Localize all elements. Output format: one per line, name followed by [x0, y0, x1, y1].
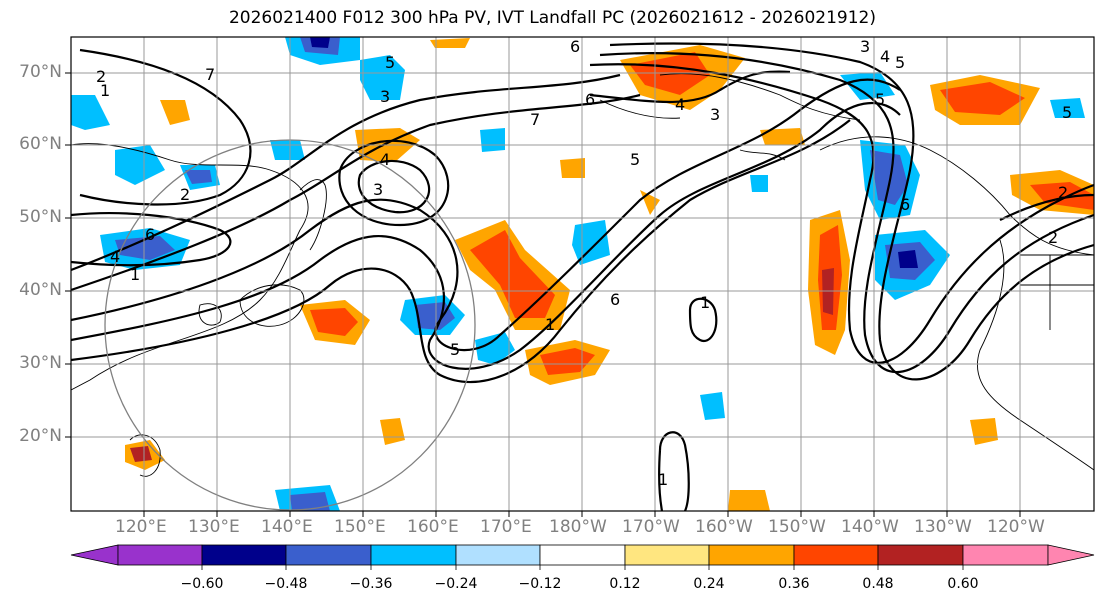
- colorbar-swatch: [793, 544, 879, 566]
- colorbar-label: 0.60: [947, 576, 979, 592]
- contour-label: 2: [96, 67, 106, 86]
- contour-label: 3: [710, 105, 720, 124]
- colorbar-label: −0.24: [434, 576, 478, 592]
- contour-label: 6: [585, 90, 595, 109]
- map-title: 2026021400 F012 300 hPa PV, IVT Landfall…: [228, 8, 876, 28]
- lon-label: 170°W: [622, 517, 680, 537]
- colorbar-swatch: [201, 544, 287, 566]
- lon-label: 160°W: [695, 517, 753, 537]
- colorbar-label: 0.12: [609, 576, 641, 592]
- colorbar-label: 0.36: [778, 576, 810, 592]
- contour-label: 1: [700, 293, 710, 312]
- contour-label: 2: [1048, 228, 1058, 247]
- contour-label: 4: [675, 95, 685, 114]
- contour-label: 4: [880, 47, 890, 66]
- contour-label: 1: [100, 81, 110, 100]
- colorbar-swatch: [370, 544, 457, 566]
- contour-label: 7: [205, 65, 215, 84]
- lon-label: 120°W: [987, 517, 1045, 537]
- colorbar-swatch: [117, 544, 203, 566]
- colorbar-swatch: [1047, 544, 1095, 566]
- lat-label: 30°N: [19, 353, 62, 373]
- coastlines: [71, 73, 1094, 477]
- contour-label: 4: [110, 247, 120, 266]
- lon-label: 150°W: [768, 517, 826, 537]
- lon-label: 120°E: [115, 517, 167, 537]
- lat-label: 50°N: [19, 207, 62, 227]
- contour-label: 1: [130, 265, 140, 284]
- contour-label: 1: [545, 315, 555, 334]
- lat-label: 60°N: [19, 134, 62, 154]
- contour-label: 5: [450, 340, 460, 359]
- contour-label: 6: [610, 290, 620, 309]
- colorbar-swatch: [962, 544, 1049, 566]
- contour-label: 5: [895, 53, 905, 72]
- axis-ticks: [65, 72, 1021, 517]
- colorbar-swatch: [708, 544, 795, 566]
- colorbar-label: −0.36: [349, 576, 393, 592]
- contour-labels: 6 3 4 5 2 1 7 3 5 6 4 2 1 6 5 3 4 5 6 1 …: [96, 37, 1072, 489]
- contour-label: 1: [658, 470, 668, 489]
- lon-label: 180°W: [549, 517, 607, 537]
- lon-label: 140°E: [261, 517, 313, 537]
- lat-label: 70°N: [19, 62, 62, 82]
- lon-label: 130°E: [188, 517, 240, 537]
- colorbar-label: −0.60: [180, 576, 224, 592]
- contour-label: 6: [145, 225, 155, 244]
- contour-label: 3: [860, 37, 870, 56]
- colorbar-label: 0.24: [693, 576, 725, 592]
- lat-label: 40°N: [19, 280, 62, 300]
- contour-label: 4: [380, 150, 390, 169]
- lon-label: 160°E: [407, 517, 459, 537]
- colorbar-label: −0.12: [518, 576, 562, 592]
- colorbar-swatch: [877, 544, 964, 566]
- colorbar-swatch: [539, 544, 626, 566]
- lon-label: 140°W: [841, 517, 899, 537]
- lat-label: 20°N: [19, 426, 62, 446]
- lon-label: 130°W: [914, 517, 972, 537]
- colorbar-label: 0.48: [862, 576, 894, 592]
- lon-label: 170°E: [480, 517, 532, 537]
- colorbar: [70, 544, 1095, 570]
- negative-shading: [71, 37, 1085, 511]
- gridlines: [71, 37, 1094, 511]
- colorbar-label: −0.48: [264, 576, 308, 592]
- contour-label: 5: [1062, 103, 1072, 122]
- contour-label: 2: [1058, 183, 1068, 202]
- positive-shading: [125, 38, 1094, 511]
- colorbar-swatch: [624, 544, 710, 566]
- colorbar-swatch: [285, 544, 372, 566]
- pv-contours: [71, 42, 1094, 511]
- lon-label: 150°E: [334, 517, 386, 537]
- contour-label: 5: [875, 90, 885, 109]
- contour-label: 6: [570, 37, 580, 56]
- colorbar-swatch: [455, 544, 541, 566]
- contour-label: 3: [380, 87, 390, 106]
- contour-label: 5: [385, 53, 395, 72]
- contour-label: 5: [630, 150, 640, 169]
- contour-label: 3: [373, 180, 383, 199]
- colorbar-swatch: [70, 544, 119, 566]
- contour-label: 7: [530, 110, 540, 129]
- contour-label: 2: [180, 185, 190, 204]
- contour-label: 6: [900, 195, 910, 214]
